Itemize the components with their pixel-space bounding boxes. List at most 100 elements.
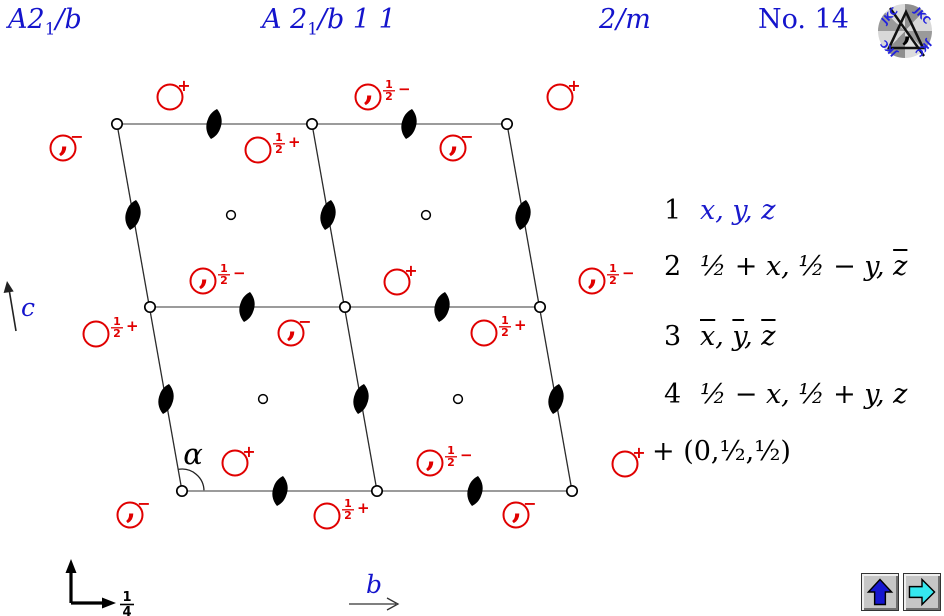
atom-site-comma: , − [277,309,312,347]
alpha-angle-label: α [183,437,203,471]
svg-text:+: + [242,442,255,461]
atom-site-comma: , 12− [189,257,246,295]
atom-site-comma: , − [116,491,151,529]
svg-text:1: 1 [385,78,393,91]
position-row: 3 x, y, z [664,320,775,354]
alpha-angle-arc [178,468,205,492]
position-number: 2 [664,251,682,282]
svg-text:2: 2 [220,274,228,287]
c-axis-arrow [3,281,17,332]
svg-text:+: + [177,76,190,95]
position-row: 2 ½ + x, ½ − y, z [664,250,907,284]
atom-site-open: + [383,261,418,296]
quarter-fraction-denominator: 4 [122,605,131,616]
twofold-screw-axis-icon [353,384,369,414]
twofold-screw-axis-icon [434,292,450,322]
svg-text:2: 2 [447,456,455,469]
atom-site-open: 12 + [82,315,139,348]
twofold-screw-axis-icon [467,476,483,506]
full-symbol-pre: A 2 [262,4,308,35]
twofold-screw-axis-icon [320,200,336,230]
svg-text:+: + [632,443,645,462]
svg-text:1: 1 [609,262,617,275]
twofold-screw-axis-icon [401,109,417,139]
chirality-comma-icon: , [588,257,598,292]
full-symbol-sub: 1 [307,18,318,39]
short-symbol-pre: A2 [8,4,45,35]
short-symbol: A21/b [8,4,82,38]
svg-text:+: + [514,316,527,334]
svg-text:2: 2 [275,143,283,156]
twofold-screw-axis-icon [272,476,288,506]
b-axis-arrow [349,597,400,611]
short-symbol-sub: 1 [44,18,56,39]
atom-site-open: + [156,76,191,111]
position-coordinates: ½ − x, ½ + y, z [700,379,908,410]
twofold-screw-axis-icon [125,200,141,230]
atom-site-comma: , − [502,491,537,529]
inversion-center-icon [452,393,464,405]
svg-text:2: 2 [344,509,352,522]
atom-site-open: 12 + [470,314,527,347]
atom-site-open: + [611,443,646,478]
atom-site-open: + [221,442,256,477]
chirality-comma-icon: , [126,491,136,526]
quarter-height-arrows [65,559,116,609]
chirality-comma-icon: , [364,73,374,108]
position-coordinates: ½ + x, ½ − y, z [700,251,908,282]
up-arrow-icon [866,578,894,606]
svg-text:1: 1 [275,131,283,144]
lattice-node [533,300,547,314]
position-row: 1 x, y, z [664,194,775,228]
svg-text:2: 2 [501,326,509,339]
inversion-center-icon [420,209,432,221]
position-coordinates: x, y, z [700,321,776,352]
short-symbol-post: /b [55,4,82,35]
twofold-screw-axis-icon [206,109,222,139]
svg-text:−: − [460,127,473,146]
atom-site-comma: , 12− [578,257,635,295]
atom-site-open: 12 + [313,497,370,530]
position-number: 3 [664,321,682,352]
nav-next-button[interactable] [903,573,941,611]
nav-up-button[interactable] [861,573,899,611]
svg-text:+: + [288,133,301,151]
svg-text:1: 1 [447,444,455,457]
chirality-comma-icon: , [426,439,436,474]
jkc-logo: JKC JKC JKC JKC , [877,3,933,59]
svg-text:1: 1 [501,314,509,327]
svg-text:2: 2 [385,90,393,103]
space-group-number: No. 14 [758,4,849,35]
position-number: 4 [664,379,682,410]
atom-site-comma: , 12− [416,439,473,477]
atom-site-comma: , − [49,124,84,162]
inversion-center-icon [225,209,237,221]
svg-text:−: − [398,80,411,98]
jkc-logo-art: JKC JKC JKC JKC , [879,5,933,59]
svg-text:2: 2 [113,327,121,340]
full-symbol: A 21/b 1 1 [262,4,396,38]
b-axis-label: b [366,570,382,599]
lattice-node [110,117,124,131]
centering-vector: + (0,½,½) [652,436,791,467]
chirality-comma-icon: , [449,124,459,159]
svg-text:+: + [567,76,580,95]
svg-text:+: + [126,317,139,335]
twofold-screw-axis-icon [515,200,531,230]
c-axis-label: c [21,293,35,322]
svg-text:−: − [523,494,536,513]
svg-text:−: − [622,264,635,282]
svg-text:−: − [298,312,311,331]
twofold-screw-axis-icon [239,292,255,322]
atom-site-open: 12 + [244,131,301,164]
chirality-comma-icon: , [59,124,69,159]
full-symbol-post: /b 1 1 [317,4,396,35]
svg-text:+: + [404,261,417,280]
twofold-screw-axis-icon [158,384,174,414]
lattice-node [500,117,514,131]
chirality-comma-icon: , [512,491,522,526]
right-arrow-icon [908,577,936,607]
svg-text:1: 1 [344,497,352,510]
